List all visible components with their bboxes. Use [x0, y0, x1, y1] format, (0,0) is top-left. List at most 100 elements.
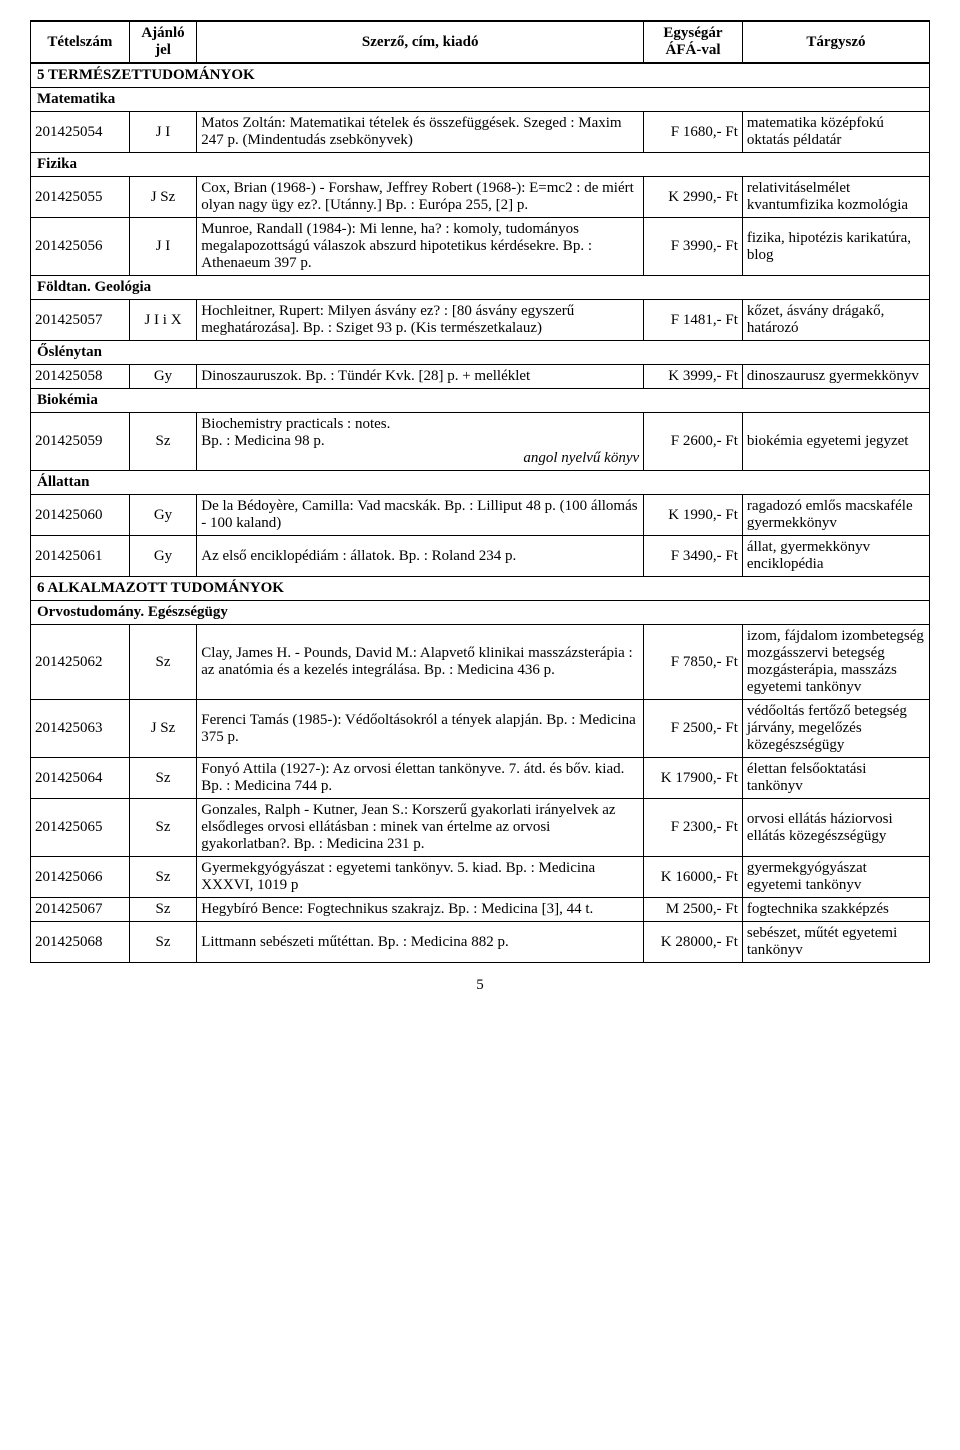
item-id: 201425065	[31, 799, 130, 857]
item-sign: Sz	[129, 758, 197, 799]
item-sign: J I	[129, 112, 197, 153]
item-sign: Gy	[129, 365, 197, 389]
table-row: 201425055J SzCox, Brian (1968-) - Forsha…	[31, 177, 930, 218]
page-number: 5	[30, 977, 930, 994]
item-description: Matos Zoltán: Matematikai tételek és öss…	[197, 112, 644, 153]
item-description: Fonyó Attila (1927-): Az orvosi élettan …	[197, 758, 644, 799]
section-heading: Orvostudomány. Egészségügy	[31, 601, 930, 625]
table-row: 201425059SzBiochemistry practicals : not…	[31, 413, 930, 471]
header-row: Tételszám Ajánló jel Szerző, cím, kiadó …	[31, 21, 930, 63]
item-tags: sebészet, műtét egyetemi tankönyv	[742, 922, 929, 963]
item-description: Hochleitner, Rupert: Milyen ásvány ez? :…	[197, 300, 644, 341]
item-price: K 28000,- Ft	[644, 922, 743, 963]
item-tags: dinoszaurusz gyermekkönyv	[742, 365, 929, 389]
item-tags: állat, gyermekkönyv enciklopédia	[742, 536, 929, 577]
item-description: Hegybíró Bence: Fogtechnikus szakrajz. B…	[197, 898, 644, 922]
item-description: De la Bédoyère, Camilla: Vad macskák. Bp…	[197, 495, 644, 536]
header-price: Egységár ÁFÁ-val	[644, 21, 743, 63]
item-id: 201425066	[31, 857, 130, 898]
header-sign: Ajánló jel	[129, 21, 197, 63]
item-sign: J I	[129, 218, 197, 276]
item-description: Gonzales, Ralph - Kutner, Jean S.: Korsz…	[197, 799, 644, 857]
table-row: 201425054J IMatos Zoltán: Matematikai té…	[31, 112, 930, 153]
item-price: F 7850,- Ft	[644, 625, 743, 700]
table-row: 201425067SzHegybíró Bence: Fogtechnikus …	[31, 898, 930, 922]
section-heading: 6 ALKALMAZOTT TUDOMÁNYOK	[31, 577, 930, 601]
catalog-table: Tételszám Ajánló jel Szerző, cím, kiadó …	[30, 20, 930, 963]
item-tags: matematika középfokú oktatás példatár	[742, 112, 929, 153]
section-heading: Őslénytan	[31, 341, 930, 365]
item-price: F 3990,- Ft	[644, 218, 743, 276]
item-tags: relativitáselmélet kvantumfizika kozmoló…	[742, 177, 929, 218]
section-heading: 5 TERMÉSZETTUDOMÁNYOK	[31, 63, 930, 88]
item-sign: Sz	[129, 413, 197, 471]
item-tags: ragadozó emlős macskaféle gyermekkönyv	[742, 495, 929, 536]
item-price: K 1990,- Ft	[644, 495, 743, 536]
item-id: 201425060	[31, 495, 130, 536]
item-sign: Gy	[129, 536, 197, 577]
item-description: Littmann sebészeti műtéttan. Bp. : Medic…	[197, 922, 644, 963]
item-sign: J Sz	[129, 177, 197, 218]
item-description: Clay, James H. - Pounds, David M.: Alapv…	[197, 625, 644, 700]
item-description: Dinoszauruszok. Bp. : Tündér Kvk. [28] p…	[197, 365, 644, 389]
item-price: F 1481,- Ft	[644, 300, 743, 341]
item-sign: Sz	[129, 799, 197, 857]
table-row: 201425056J IMunroe, Randall (1984-): Mi …	[31, 218, 930, 276]
item-sign: J I i X	[129, 300, 197, 341]
item-price: M 2500,- Ft	[644, 898, 743, 922]
item-sign: Sz	[129, 922, 197, 963]
item-tags: izom, fájdalom izombetegség mozgásszervi…	[742, 625, 929, 700]
item-description: Munroe, Randall (1984-): Mi lenne, ha? :…	[197, 218, 644, 276]
item-tags: kőzet, ásvány drágakő, határozó	[742, 300, 929, 341]
item-id: 201425059	[31, 413, 130, 471]
section-heading: Matematika	[31, 88, 930, 112]
item-id: 201425056	[31, 218, 130, 276]
item-sign: J Sz	[129, 700, 197, 758]
item-tags: fogtechnika szakképzés	[742, 898, 929, 922]
item-id: 201425062	[31, 625, 130, 700]
item-description: Biochemistry practicals : notes. Bp. : M…	[197, 413, 644, 471]
table-row: 201425064SzFonyó Attila (1927-): Az orvo…	[31, 758, 930, 799]
table-row: 201425061GyAz első enciklopédiám : állat…	[31, 536, 930, 577]
header-id: Tételszám	[31, 21, 130, 63]
item-description: Ferenci Tamás (1985-): Védőoltásokról a …	[197, 700, 644, 758]
table-row: 201425060GyDe la Bédoyère, Camilla: Vad …	[31, 495, 930, 536]
item-tags: élettan felsőoktatási tankönyv	[742, 758, 929, 799]
item-tags: biokémia egyetemi jegyzet	[742, 413, 929, 471]
item-price: K 3999,- Ft	[644, 365, 743, 389]
table-row: 201425066SzGyermekgyógyászat : egyetemi …	[31, 857, 930, 898]
item-id: 201425063	[31, 700, 130, 758]
table-row: 201425062SzClay, James H. - Pounds, Davi…	[31, 625, 930, 700]
item-id: 201425055	[31, 177, 130, 218]
item-sign: Sz	[129, 625, 197, 700]
item-price: F 1680,- Ft	[644, 112, 743, 153]
item-price: K 17900,- Ft	[644, 758, 743, 799]
section-heading: Fizika	[31, 153, 930, 177]
item-id: 201425061	[31, 536, 130, 577]
header-desc: Szerző, cím, kiadó	[197, 21, 644, 63]
section-heading: Állattan	[31, 471, 930, 495]
header-tags: Tárgyszó	[742, 21, 929, 63]
item-price: F 2500,- Ft	[644, 700, 743, 758]
item-price: K 2990,- Ft	[644, 177, 743, 218]
section-heading: Földtan. Geológia	[31, 276, 930, 300]
item-tags: gyermekgyógyászat egyetemi tankönyv	[742, 857, 929, 898]
item-price: F 2600,- Ft	[644, 413, 743, 471]
section-heading: Biokémia	[31, 389, 930, 413]
item-tags: védőoltás fertőző betegség járvány, mege…	[742, 700, 929, 758]
item-sign: Gy	[129, 495, 197, 536]
item-id: 201425054	[31, 112, 130, 153]
item-id: 201425058	[31, 365, 130, 389]
item-description: Cox, Brian (1968-) - Forshaw, Jeffrey Ro…	[197, 177, 644, 218]
item-id: 201425068	[31, 922, 130, 963]
item-sign: Sz	[129, 898, 197, 922]
table-row: 201425063J SzFerenci Tamás (1985-): Védő…	[31, 700, 930, 758]
item-sign: Sz	[129, 857, 197, 898]
item-id: 201425067	[31, 898, 130, 922]
table-row: 201425068SzLittmann sebészeti műtéttan. …	[31, 922, 930, 963]
item-tags: orvosi ellátás háziorvosi ellátás közegé…	[742, 799, 929, 857]
item-description: Gyermekgyógyászat : egyetemi tankönyv. 5…	[197, 857, 644, 898]
item-price: F 3490,- Ft	[644, 536, 743, 577]
table-row: 201425057J I i XHochleitner, Rupert: Mil…	[31, 300, 930, 341]
item-id: 201425064	[31, 758, 130, 799]
